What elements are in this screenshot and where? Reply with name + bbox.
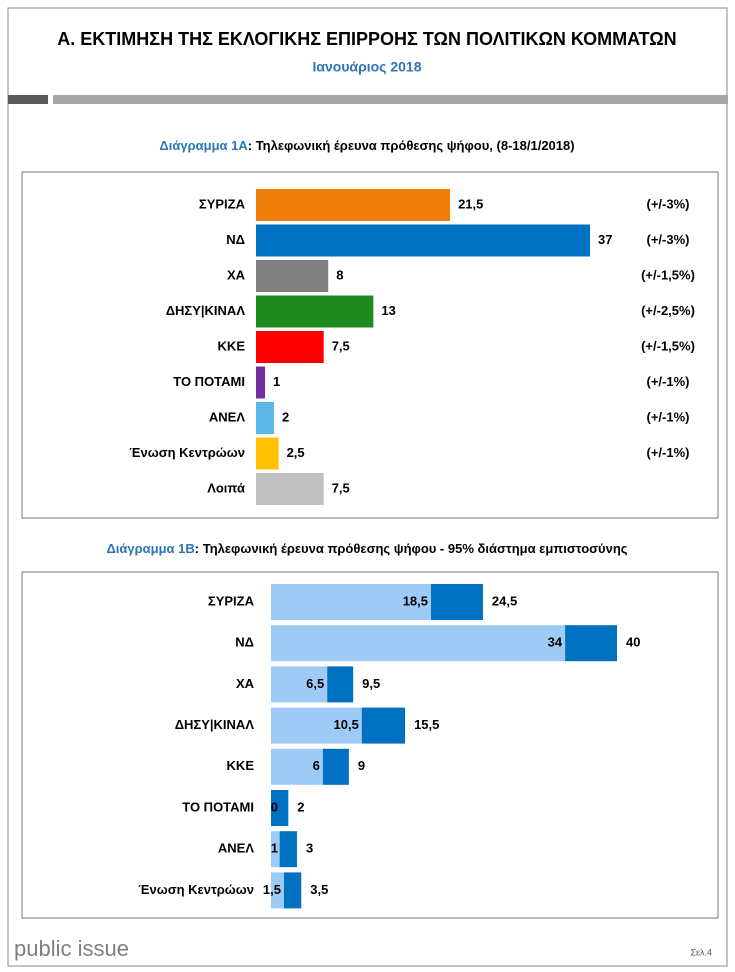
- margin-label: (+/-3%): [647, 196, 690, 211]
- page-number: Σελ.4: [690, 947, 712, 957]
- value-label: 7,5: [332, 338, 350, 353]
- value-label: 7,5: [332, 480, 350, 495]
- lower-label: 10,5: [334, 717, 359, 732]
- bar: [256, 189, 451, 221]
- brand: public issue: [14, 936, 129, 961]
- page-title: Α. ΕΚΤΙΜΗΣΗ ΤΗΣ ΕΚΛΟΓΙΚΗΣ ΕΠΙΡΡΟΗΣ ΤΩΝ Π…: [57, 29, 676, 49]
- category-label: ΔΗΣΥ|ΚΙΝΑΛ: [175, 717, 255, 732]
- interval-bar: [361, 707, 406, 744]
- value-label: 1: [273, 374, 280, 389]
- lower-bar: [271, 625, 566, 662]
- category-label: ΚΚΕ: [227, 758, 255, 773]
- category-label: ΑΝΕΛ: [209, 409, 245, 424]
- category-label: ΝΔ: [226, 232, 245, 247]
- interval-bar: [431, 584, 483, 620]
- margin-label: (+/-1%): [647, 409, 690, 424]
- upper-label: 3: [306, 841, 313, 856]
- lower-bar: [271, 707, 362, 744]
- chart-frame: [21, 571, 719, 919]
- bar: [256, 437, 279, 470]
- upper-label: 9: [358, 758, 365, 773]
- category-label: ΤΟ ΠΟΤΑΜΙ: [173, 374, 245, 389]
- upper-label: 15,5: [414, 717, 439, 732]
- lower-label: 6,5: [306, 676, 324, 691]
- upper-label: 24,5: [492, 593, 517, 608]
- bar: [256, 402, 275, 434]
- lower-label: 1: [271, 841, 278, 856]
- chart-label: Διάγραμμα 1Α: [159, 138, 248, 153]
- upper-label: 40: [626, 635, 640, 650]
- bar: [256, 366, 266, 399]
- category-label: ΔΗΣΥ|ΚΙΝΑΛ: [166, 303, 246, 318]
- category-label: ΧΑ: [236, 676, 255, 691]
- margin-label: (+/-1%): [647, 445, 690, 460]
- chart-title-text: : Τηλεφωνική έρευνα πρόθεσης ψήφου - 95%…: [195, 541, 628, 556]
- margin-label: (+/-1,5%): [641, 267, 695, 282]
- category-label: ΑΝΕΛ: [218, 841, 254, 856]
- page-subtitle: Ιανουάριος 2018: [312, 59, 421, 75]
- chart-frame: [21, 171, 719, 519]
- lower-bar: [271, 872, 284, 909]
- bar: [256, 473, 324, 505]
- category-label: Ένωση Κεντρώων: [138, 882, 254, 897]
- interval-bar: [565, 625, 617, 662]
- category-label: ΧΑ: [227, 267, 246, 282]
- category-label: ΣΥΡΙΖΑ: [199, 196, 246, 211]
- value-label: 2,5: [287, 445, 305, 460]
- value-label: 13: [381, 303, 395, 318]
- category-label: ΝΔ: [235, 635, 254, 650]
- header-bar: [8, 95, 48, 104]
- category-label: ΤΟ ΠΟΤΑΜΙ: [182, 799, 254, 814]
- lower-label: 0: [271, 799, 278, 814]
- interval-bar: [327, 666, 354, 703]
- slide-border: [7, 7, 728, 967]
- chart-label: Διάγραμμα 1Β: [106, 541, 194, 556]
- lower-label: 18,5: [403, 593, 428, 608]
- category-label: ΣΥΡΙΖΑ: [208, 593, 255, 608]
- lower-bar: [271, 748, 323, 785]
- upper-label: 3,5: [310, 882, 328, 897]
- margin-label: (+/-1%): [647, 374, 690, 389]
- value-label: 8: [336, 267, 343, 282]
- category-label: ΚΚΕ: [218, 338, 246, 353]
- lower-bar: [271, 666, 328, 703]
- interval-bar: [322, 748, 349, 785]
- margin-label: (+/-2,5%): [641, 303, 695, 318]
- lower-label: 34: [548, 635, 563, 650]
- margin-label: (+/-1,5%): [641, 338, 695, 353]
- chart-title: Διάγραμμα 1Α: Τηλεφωνική έρευνα πρόθεσης…: [159, 138, 574, 153]
- interval-bar: [271, 790, 289, 826]
- category-label: Λοιπά: [207, 480, 245, 495]
- bar: [256, 224, 590, 257]
- bar: [256, 331, 324, 363]
- lower-bar: [271, 831, 280, 868]
- upper-label: 2: [297, 799, 304, 814]
- value-label: 21,5: [458, 196, 483, 211]
- interval-bar: [283, 872, 302, 909]
- interval-bar: [279, 831, 297, 868]
- margin-label: (+/-3%): [647, 232, 690, 247]
- bar: [256, 260, 329, 292]
- category-label: Ένωση Κεντρώων: [129, 445, 245, 460]
- lower-label: 6: [313, 758, 320, 773]
- lower-label: 1,5: [263, 882, 281, 897]
- chart-title: Διάγραμμα 1Β: Τηλεφωνική έρευνα πρόθεσης…: [106, 541, 627, 556]
- header-bar: [53, 95, 728, 104]
- chart-title-text: : Τηλεφωνική έρευνα πρόθεσης ψήφου, (8-1…: [248, 138, 575, 153]
- bar: [256, 295, 374, 328]
- upper-label: 9,5: [362, 676, 380, 691]
- value-label: 2: [282, 409, 289, 424]
- lower-bar: [271, 584, 432, 620]
- value-label: 37: [598, 232, 612, 247]
